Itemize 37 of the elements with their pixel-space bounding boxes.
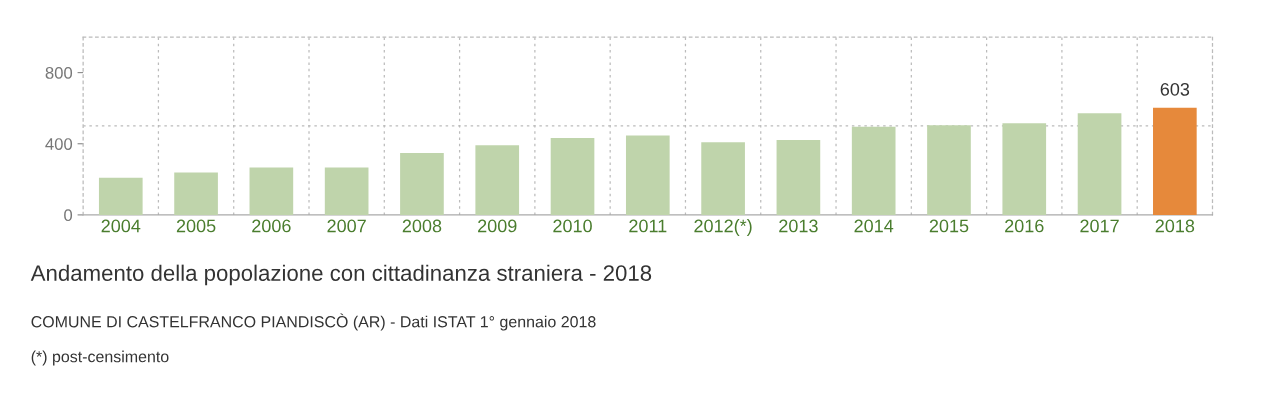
x-tick-label: 2010 — [553, 219, 592, 233]
y-tick-label: 0 — [64, 209, 73, 222]
bar — [249, 167, 294, 215]
x-tick-label: 2004 — [101, 219, 141, 233]
x-tick-label: 2015 — [929, 219, 969, 233]
bar — [400, 153, 444, 215]
x-tick-label: 2014 — [854, 219, 894, 233]
y-tick-label: 400 — [45, 138, 73, 150]
bar — [701, 142, 745, 215]
text: (*) post-censimento — [31, 350, 169, 366]
bar — [1153, 107, 1197, 215]
bar — [625, 135, 670, 215]
bar — [927, 125, 971, 215]
x-tick-label: 2011 — [629, 219, 667, 233]
x-tick-label: 2018 — [1155, 219, 1195, 233]
y-tick-label: 800 — [45, 67, 73, 79]
bar — [776, 140, 821, 215]
bar — [1077, 113, 1122, 215]
text: Andamento della popolazione con cittadinanza straniera - 2018 — [30, 264, 652, 286]
bar — [324, 167, 369, 215]
bar — [475, 145, 520, 215]
bar — [174, 172, 218, 215]
data-label: 603 — [1160, 82, 1190, 96]
bar — [550, 138, 595, 215]
x-tick-label: 2012(*) — [694, 219, 752, 236]
x-tick-label: 2013 — [779, 219, 818, 233]
x-tick-label: 2008 — [402, 219, 442, 233]
bar — [98, 177, 143, 215]
x-tick-label: 2005 — [176, 219, 216, 233]
x-tick-label: 2017 — [1080, 219, 1119, 233]
x-tick-label: 2007 — [327, 219, 366, 233]
bar — [1002, 123, 1047, 215]
x-tick-label: 2016 — [1005, 219, 1044, 233]
bar — [851, 126, 896, 215]
text: COMUNE DI CASTELFRANCO PIANDISCÒ (AR) - Dati ISTAT 1° gennaio 2018 — [31, 313, 596, 331]
x-tick-label: 2009 — [478, 219, 517, 233]
x-tick-label: 2006 — [252, 219, 291, 233]
